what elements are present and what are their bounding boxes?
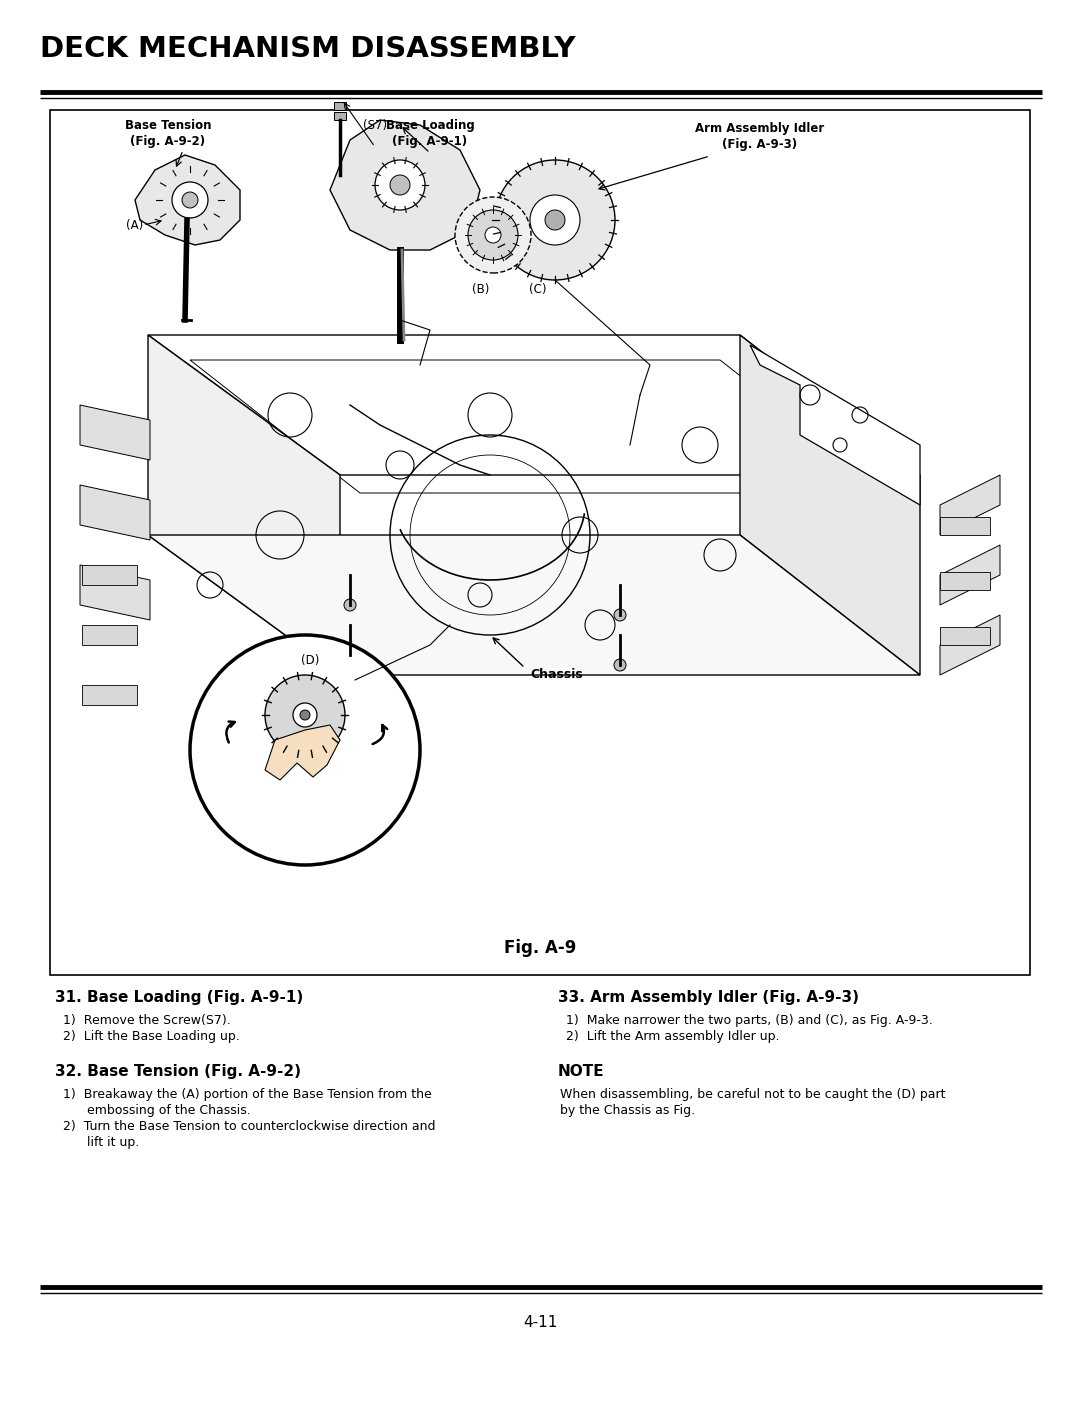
Polygon shape — [148, 334, 920, 475]
Circle shape — [390, 176, 410, 195]
Text: 1)  Breakaway the (A) portion of the Base Tension from the: 1) Breakaway the (A) portion of the Base… — [63, 1087, 432, 1102]
Text: 32. Base Tension (Fig. A-9-2): 32. Base Tension (Fig. A-9-2) — [55, 1064, 301, 1079]
Bar — [940, 572, 990, 590]
Text: 1)  Make narrower the two parts, (B) and (C), as Fig. A-9-3.: 1) Make narrower the two parts, (B) and … — [566, 1014, 933, 1027]
Polygon shape — [265, 725, 340, 780]
Circle shape — [455, 197, 531, 273]
Text: NOTE: NOTE — [558, 1064, 605, 1079]
Text: Fig. A-9: Fig. A-9 — [503, 939, 577, 957]
Polygon shape — [148, 334, 340, 674]
Bar — [82, 565, 137, 584]
Circle shape — [485, 228, 501, 243]
Polygon shape — [750, 346, 920, 504]
Text: 33. Arm Assembly Idler (Fig. A-9-3): 33. Arm Assembly Idler (Fig. A-9-3) — [558, 991, 859, 1005]
Bar — [82, 686, 137, 705]
Text: Chassis: Chassis — [530, 669, 583, 681]
Circle shape — [495, 160, 615, 280]
Bar — [82, 625, 137, 645]
Circle shape — [190, 635, 420, 865]
Bar — [940, 627, 990, 645]
Text: lift it up.: lift it up. — [63, 1137, 139, 1149]
Text: embossing of the Chassis.: embossing of the Chassis. — [63, 1104, 251, 1117]
Polygon shape — [330, 119, 480, 250]
Text: Base Tension: Base Tension — [125, 119, 212, 132]
Polygon shape — [740, 334, 920, 674]
Bar — [50, 110, 1030, 975]
Polygon shape — [940, 615, 1000, 674]
Polygon shape — [135, 155, 240, 244]
Text: (Fig. A-9-2): (Fig. A-9-2) — [131, 135, 205, 148]
Text: 2)  Turn the Base Tension to counterclockwise direction and: 2) Turn the Base Tension to counterclock… — [63, 1120, 435, 1132]
Polygon shape — [80, 405, 150, 459]
Bar — [334, 103, 346, 110]
Text: (S7): (S7) — [363, 119, 387, 132]
Bar — [940, 517, 990, 535]
Text: (Fig. A-9-3): (Fig. A-9-3) — [723, 138, 797, 150]
Text: 2)  Lift the Base Loading up.: 2) Lift the Base Loading up. — [63, 1030, 240, 1043]
Polygon shape — [80, 485, 150, 540]
Text: (C): (C) — [529, 282, 546, 296]
Polygon shape — [80, 565, 150, 620]
Circle shape — [375, 160, 426, 209]
Text: When disassembling, be careful not to be caught the (D) part: When disassembling, be careful not to be… — [561, 1087, 945, 1102]
Circle shape — [615, 659, 626, 672]
Polygon shape — [148, 535, 920, 674]
Text: 2)  Lift the Arm assembly Idler up.: 2) Lift the Arm assembly Idler up. — [566, 1030, 780, 1043]
Text: Base Loading: Base Loading — [386, 119, 474, 132]
Text: (Fig. A-9-1): (Fig. A-9-1) — [392, 135, 468, 148]
Circle shape — [183, 192, 198, 208]
Circle shape — [615, 608, 626, 621]
Circle shape — [345, 649, 356, 660]
Bar — [334, 112, 346, 119]
Text: 4-11: 4-11 — [523, 1315, 557, 1331]
Polygon shape — [940, 545, 1000, 606]
Circle shape — [345, 599, 356, 611]
Circle shape — [300, 710, 310, 719]
Text: 1)  Remove the Screw(S7).: 1) Remove the Screw(S7). — [63, 1014, 231, 1027]
Text: 31. Base Loading (Fig. A-9-1): 31. Base Loading (Fig. A-9-1) — [55, 991, 303, 1005]
Text: Arm Assembly Idler: Arm Assembly Idler — [696, 122, 825, 135]
Text: (A): (A) — [126, 219, 144, 232]
Polygon shape — [940, 475, 1000, 535]
Text: (D): (D) — [301, 653, 320, 667]
Circle shape — [530, 195, 580, 244]
Circle shape — [265, 674, 345, 754]
Circle shape — [172, 183, 208, 218]
Text: (B): (B) — [472, 282, 489, 296]
Circle shape — [545, 209, 565, 230]
Text: DECK MECHANISM DISASSEMBLY: DECK MECHANISM DISASSEMBLY — [40, 35, 576, 63]
Circle shape — [293, 702, 318, 726]
Text: by the Chassis as Fig.: by the Chassis as Fig. — [561, 1104, 696, 1117]
Circle shape — [468, 209, 518, 260]
